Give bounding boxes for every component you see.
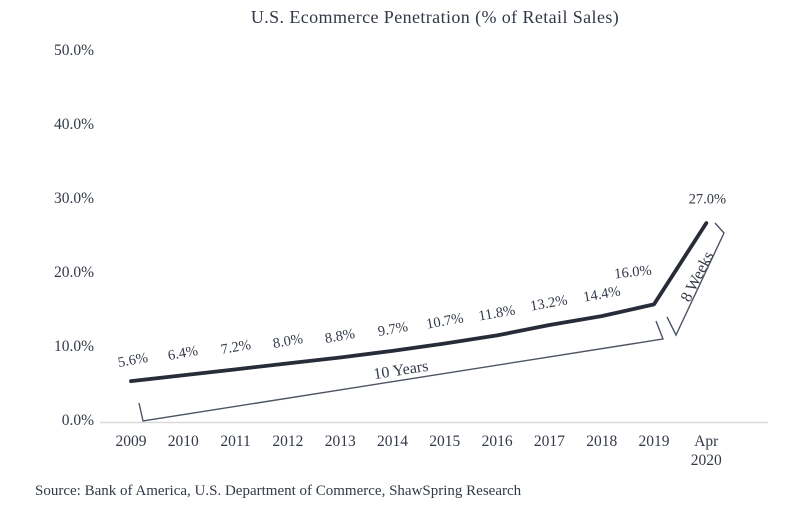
data-point-label: 6.4% (166, 343, 200, 365)
y-axis-label: 50.0% (53, 42, 94, 60)
x-axis-label: 2018 (586, 433, 618, 450)
data-point-label: 27.0% (688, 191, 727, 208)
data-point-label: 5.6% (116, 350, 150, 372)
data-point-label: 8.8% (323, 325, 357, 347)
x-axis-label: 2012 (272, 433, 304, 450)
y-axis-label: 40.0% (53, 116, 94, 134)
y-axis-label: 30.0% (53, 189, 94, 207)
x-axis-label: 2016 (481, 433, 513, 450)
data-point-label: 7.2% (219, 337, 252, 359)
y-axis-label: 0.0% (61, 411, 94, 429)
x-axis-label: 2014 (377, 433, 408, 450)
ecommerce-trend-line (129, 221, 709, 384)
data-point-label: 9.7% (376, 318, 409, 340)
eight-weeks-annotation: 8 Weeks (677, 248, 718, 305)
data-point-label: 11.8% (477, 302, 517, 325)
x-axis-label: 2011 (220, 433, 251, 450)
ten-years-annotation: 10 Years (372, 357, 430, 384)
data-point-label: 16.0% (613, 262, 653, 283)
ten-years-bracket (138, 320, 664, 422)
x-axis-label: 2010 (167, 433, 199, 450)
x-axis-label: 2017 (533, 433, 565, 450)
y-axis-label: 10.0% (53, 337, 94, 355)
x-axis-label: 2015 (429, 433, 461, 450)
source-attribution: Source: Bank of America, U.S. Department… (35, 483, 522, 499)
y-axis-label: 20.0% (53, 263, 94, 281)
chart-title: U.S. Ecommerce Penetration (% of Retail … (250, 7, 620, 27)
x-axis-label: 2013 (324, 433, 356, 450)
data-point-label: 10.7% (424, 310, 465, 334)
x-axis-label: Apr 2020 (690, 433, 722, 469)
data-point-label: 14.4% (581, 283, 622, 306)
data-point-label: 13.2% (529, 292, 570, 315)
data-point-label: 8.0% (271, 331, 305, 353)
x-axis-label: 2009 (115, 433, 147, 450)
x-axis-label: 2019 (638, 433, 670, 450)
eight-weeks-bracket (666, 222, 725, 337)
